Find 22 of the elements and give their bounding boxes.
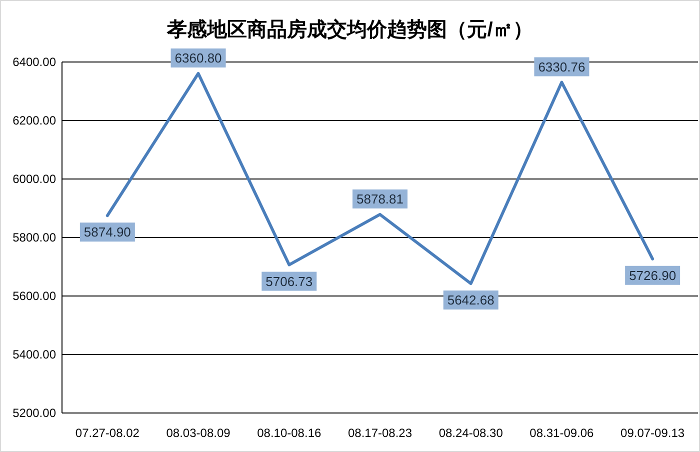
data-label: 5878.81 xyxy=(356,191,404,206)
y-tick-label: 6000.00 xyxy=(12,172,56,186)
x-tick-label: 08.24-08.30 xyxy=(438,426,504,440)
y-tick-label: 6400.00 xyxy=(12,55,56,69)
data-label: 5726.90 xyxy=(629,268,676,283)
x-tick-label: 07.27-08.02 xyxy=(75,426,140,440)
data-label: 5706.73 xyxy=(266,274,313,289)
data-label: 5874.90 xyxy=(84,224,131,240)
y-tick-label: 5200.00 xyxy=(12,406,56,420)
data-label: 6360.80 xyxy=(174,50,222,66)
data-label: 6330.76 xyxy=(538,59,586,74)
x-tick-label: 08.10-08.16 xyxy=(257,426,322,440)
x-tick-label: 08.03-08.09 xyxy=(166,426,231,440)
x-tick-label: 08.31-09.06 xyxy=(530,426,594,440)
y-tick-label: 5600.00 xyxy=(12,289,56,303)
y-tick-label: 5800.00 xyxy=(12,230,56,244)
data-label: 5642.68 xyxy=(447,292,494,308)
chart-title: 孝感地区商品房成交均价趋势图（元/㎡） xyxy=(166,18,533,41)
x-tick-label: 08.17-08.23 xyxy=(348,426,412,440)
y-tick-label: 6200.00 xyxy=(12,114,56,128)
x-tick-label: 09.07-09.13 xyxy=(620,426,685,440)
y-tick-label: 5400.00 xyxy=(12,348,56,362)
